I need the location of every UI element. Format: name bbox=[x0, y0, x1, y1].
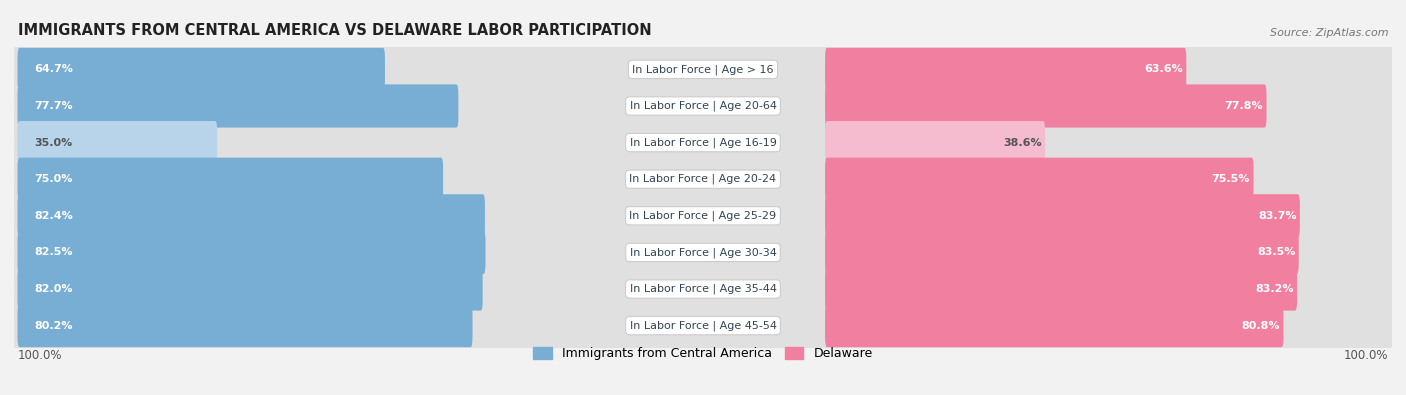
FancyBboxPatch shape bbox=[825, 194, 1301, 237]
FancyBboxPatch shape bbox=[14, 181, 1392, 251]
Text: In Labor Force | Age 20-24: In Labor Force | Age 20-24 bbox=[630, 174, 776, 184]
Legend: Immigrants from Central America, Delaware: Immigrants from Central America, Delawar… bbox=[529, 342, 877, 365]
Text: In Labor Force | Age 25-29: In Labor Force | Age 25-29 bbox=[630, 211, 776, 221]
Text: 80.8%: 80.8% bbox=[1241, 321, 1279, 331]
Text: 64.7%: 64.7% bbox=[35, 64, 73, 74]
Text: In Labor Force | Age 35-44: In Labor Force | Age 35-44 bbox=[630, 284, 776, 294]
FancyBboxPatch shape bbox=[14, 34, 1392, 105]
FancyBboxPatch shape bbox=[825, 304, 1284, 347]
Text: 75.0%: 75.0% bbox=[35, 174, 73, 184]
Text: 77.8%: 77.8% bbox=[1225, 101, 1263, 111]
Text: In Labor Force | Age > 16: In Labor Force | Age > 16 bbox=[633, 64, 773, 75]
FancyBboxPatch shape bbox=[825, 158, 1254, 201]
FancyBboxPatch shape bbox=[825, 121, 1045, 164]
Text: 83.5%: 83.5% bbox=[1257, 247, 1295, 258]
FancyBboxPatch shape bbox=[825, 48, 1187, 91]
FancyBboxPatch shape bbox=[17, 48, 385, 91]
FancyBboxPatch shape bbox=[825, 85, 1267, 128]
Text: 82.4%: 82.4% bbox=[35, 211, 73, 221]
FancyBboxPatch shape bbox=[17, 231, 485, 274]
Text: In Labor Force | Age 16-19: In Labor Force | Age 16-19 bbox=[630, 137, 776, 148]
FancyBboxPatch shape bbox=[825, 231, 1299, 274]
FancyBboxPatch shape bbox=[14, 144, 1392, 214]
Text: 35.0%: 35.0% bbox=[35, 137, 73, 148]
FancyBboxPatch shape bbox=[825, 267, 1296, 310]
Text: 83.7%: 83.7% bbox=[1258, 211, 1296, 221]
Text: 82.5%: 82.5% bbox=[35, 247, 73, 258]
FancyBboxPatch shape bbox=[17, 304, 472, 347]
FancyBboxPatch shape bbox=[14, 290, 1392, 361]
Text: 77.7%: 77.7% bbox=[35, 101, 73, 111]
Text: 100.0%: 100.0% bbox=[1344, 350, 1389, 363]
Text: 80.2%: 80.2% bbox=[35, 321, 73, 331]
Text: 100.0%: 100.0% bbox=[17, 350, 62, 363]
Text: In Labor Force | Age 45-54: In Labor Force | Age 45-54 bbox=[630, 320, 776, 331]
Text: 38.6%: 38.6% bbox=[1002, 137, 1042, 148]
Text: In Labor Force | Age 30-34: In Labor Force | Age 30-34 bbox=[630, 247, 776, 258]
FancyBboxPatch shape bbox=[17, 121, 217, 164]
FancyBboxPatch shape bbox=[17, 194, 485, 237]
Text: 75.5%: 75.5% bbox=[1212, 174, 1250, 184]
Text: Source: ZipAtlas.com: Source: ZipAtlas.com bbox=[1270, 28, 1389, 38]
FancyBboxPatch shape bbox=[17, 267, 482, 310]
FancyBboxPatch shape bbox=[14, 217, 1392, 288]
Text: 63.6%: 63.6% bbox=[1144, 64, 1182, 74]
Text: 82.0%: 82.0% bbox=[35, 284, 73, 294]
FancyBboxPatch shape bbox=[14, 254, 1392, 324]
FancyBboxPatch shape bbox=[17, 85, 458, 128]
Text: 83.2%: 83.2% bbox=[1256, 284, 1294, 294]
Text: In Labor Force | Age 20-64: In Labor Force | Age 20-64 bbox=[630, 101, 776, 111]
FancyBboxPatch shape bbox=[17, 158, 443, 201]
FancyBboxPatch shape bbox=[14, 71, 1392, 141]
FancyBboxPatch shape bbox=[14, 107, 1392, 178]
Text: IMMIGRANTS FROM CENTRAL AMERICA VS DELAWARE LABOR PARTICIPATION: IMMIGRANTS FROM CENTRAL AMERICA VS DELAW… bbox=[17, 23, 651, 38]
